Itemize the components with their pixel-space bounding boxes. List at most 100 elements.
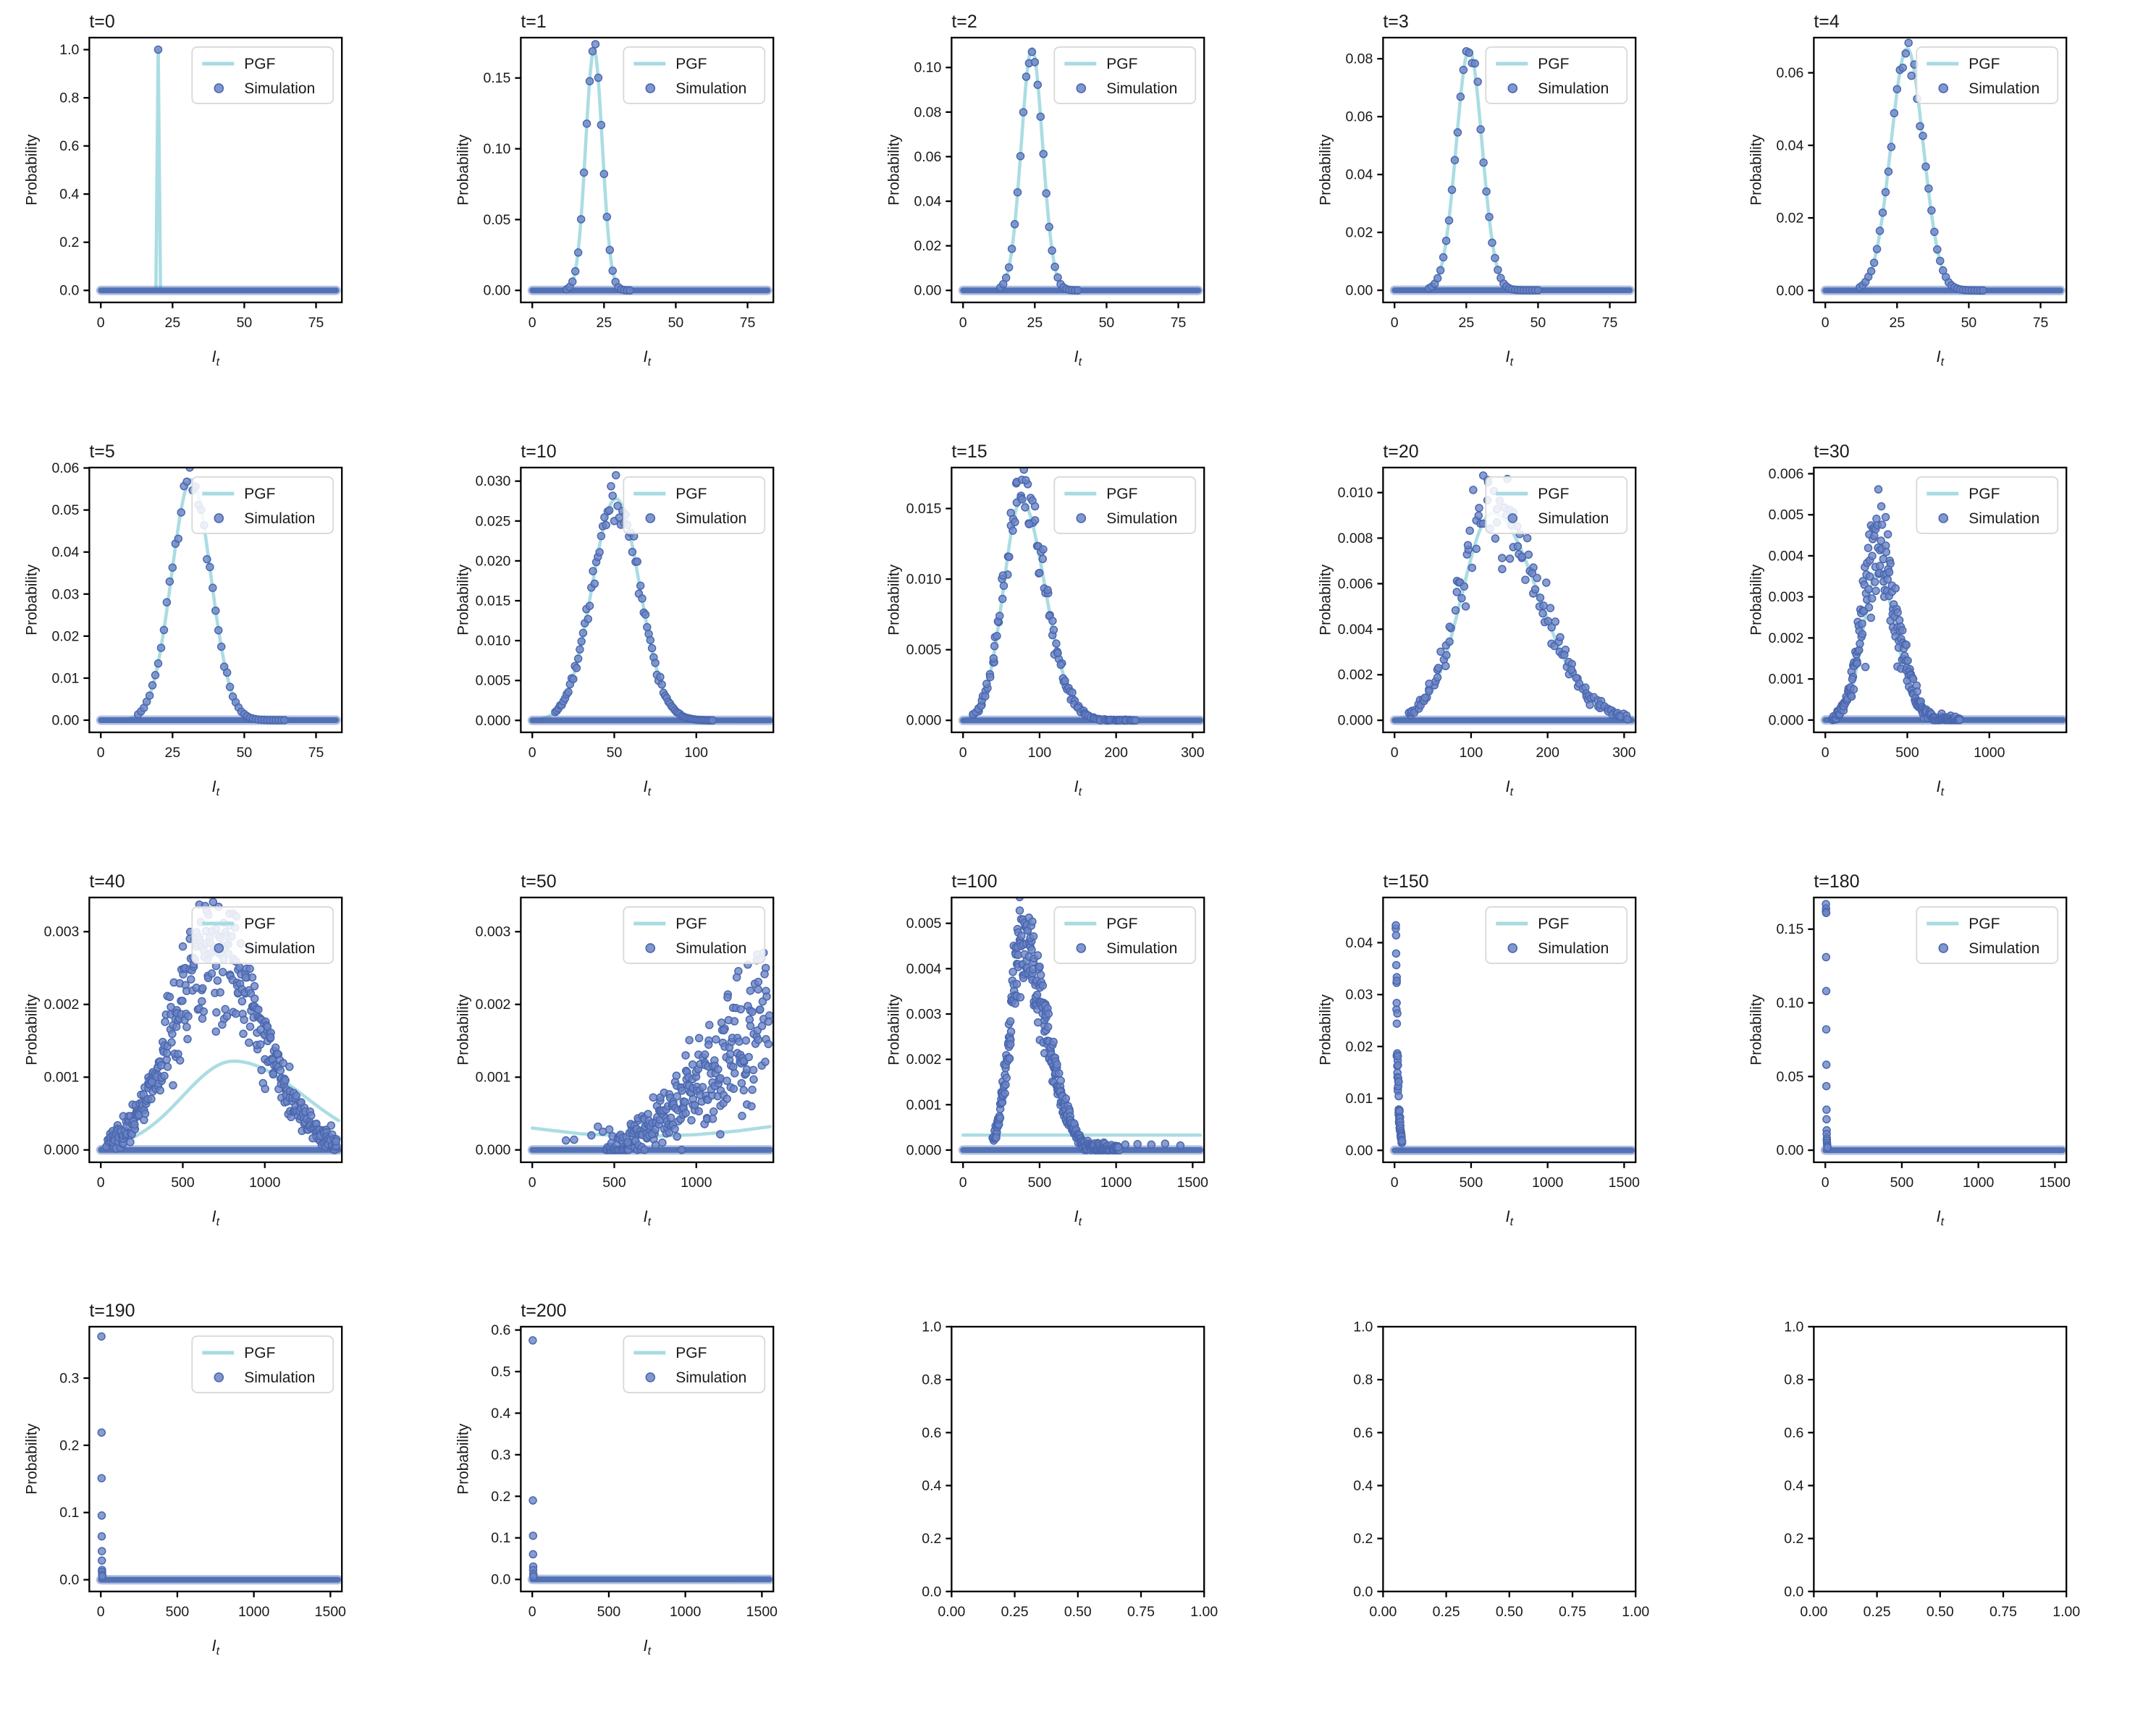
legend: PGF Simulation xyxy=(1485,905,1627,964)
axes-frame xyxy=(951,466,1205,733)
svg-text:1000: 1000 xyxy=(1963,1174,1995,1190)
y-ticks: 0.000 0.002 0.004 0.006 0.008 0.010 xyxy=(1337,485,1384,728)
legend: PGF Simulation xyxy=(191,1335,334,1394)
y-ticks: 0.00 0.02 0.04 0.06 0.08 0.10 xyxy=(914,60,952,299)
svg-text:0.75: 0.75 xyxy=(1559,1604,1586,1620)
plot-title: t=2 xyxy=(952,12,977,32)
svg-text:0.4: 0.4 xyxy=(59,187,79,203)
svg-text:1.0: 1.0 xyxy=(1785,1319,1804,1335)
plot-title: t=4 xyxy=(1814,12,1840,32)
svg-text:0.04: 0.04 xyxy=(1345,167,1373,183)
svg-text:0.75: 0.75 xyxy=(1127,1604,1155,1620)
svg-text:500: 500 xyxy=(1896,745,1920,761)
y-axis-label: Probability xyxy=(1317,134,1334,205)
legend-pgf-label: PGF xyxy=(675,56,707,72)
sim-points xyxy=(562,40,634,295)
svg-text:0.6: 0.6 xyxy=(1353,1425,1373,1441)
svg-text:0.0: 0.0 xyxy=(1785,1584,1804,1600)
svg-text:0.06: 0.06 xyxy=(51,460,79,476)
svg-text:0.08: 0.08 xyxy=(1345,51,1373,67)
svg-text:1000: 1000 xyxy=(1532,1174,1564,1190)
svg-text:0.5: 0.5 xyxy=(491,1364,510,1380)
svg-text:0.4: 0.4 xyxy=(922,1478,941,1494)
y-axis-label: Probability xyxy=(1748,994,1765,1065)
legend: PGF Simulation xyxy=(623,46,765,104)
y-ticks: 0.000 0.001 0.002 0.003 xyxy=(475,924,521,1158)
svg-text:0.00: 0.00 xyxy=(1345,283,1373,299)
svg-text:0.001: 0.001 xyxy=(1769,671,1804,687)
plot-data xyxy=(1821,38,2066,295)
svg-text:0.001: 0.001 xyxy=(906,1097,942,1112)
plot-data xyxy=(1389,47,1635,295)
subplot-t-15: 0 100 200 300 0.000 0.005 0.010 0.015 t=15 Probab… xyxy=(886,442,1205,798)
legend-sim-label: Simulation xyxy=(675,510,746,527)
legend-sim-marker xyxy=(1076,512,1087,523)
plot-title: t=50 xyxy=(521,871,556,891)
svg-text:0.005: 0.005 xyxy=(906,642,942,658)
y-axis-label: Probability xyxy=(1748,134,1765,205)
y-axis-label: Probability xyxy=(886,564,903,635)
subplot-empty: 0.00 0.25 0.50 0.75 1.00 0.0 0.2 0.4 0.6 0.8 1.0 xyxy=(1785,1319,2081,1620)
y-ticks: 0.000 0.001 0.002 0.003 xyxy=(44,924,90,1158)
x-ticks: 0 500 1000 xyxy=(1822,732,2005,761)
svg-text:1500: 1500 xyxy=(746,1604,778,1620)
svg-text:0.000: 0.000 xyxy=(44,1142,80,1158)
y-axis-label: Probability xyxy=(886,134,903,205)
legend-pgf-label: PGF xyxy=(1969,56,2000,72)
svg-text:0.001: 0.001 xyxy=(44,1069,80,1085)
legend: PGF Simulation xyxy=(191,46,334,104)
axes-frame xyxy=(1382,896,1637,1163)
svg-text:0.08: 0.08 xyxy=(914,104,942,120)
legend: PGF Simulation xyxy=(1485,476,1627,534)
plot-title: t=100 xyxy=(952,871,998,891)
svg-text:50: 50 xyxy=(1099,315,1115,331)
x-ticks: 0 500 1000 xyxy=(97,1162,281,1190)
svg-text:0.50: 0.50 xyxy=(1926,1604,1954,1620)
plot-data xyxy=(527,470,773,725)
svg-text:0.00: 0.00 xyxy=(914,283,942,299)
svg-text:0.0: 0.0 xyxy=(491,1572,510,1588)
svg-text:0.002: 0.002 xyxy=(44,997,80,1013)
svg-text:50: 50 xyxy=(1961,315,1977,331)
subplot-t-1: 0 25 50 75 0.00 0.05 0.10 0.15 t=1 Probability It P… xyxy=(455,12,774,368)
legend-sim-label: Simulation xyxy=(675,939,746,956)
svg-text:0.0: 0.0 xyxy=(59,1572,79,1588)
svg-text:0.025: 0.025 xyxy=(475,513,510,529)
figure-cell-t-30: 0 500 1000 0.000 0.001 0.002 0.003 0.004 0.005 0.… xyxy=(1725,429,2156,860)
plot-title: t=150 xyxy=(1383,871,1428,891)
x-ticks: 0.00 0.25 0.50 0.75 1.00 xyxy=(938,1592,1218,1620)
plot-data xyxy=(527,948,773,1154)
svg-text:75: 75 xyxy=(2033,315,2049,331)
legend-sim-marker xyxy=(645,512,655,523)
svg-text:0.002: 0.002 xyxy=(906,1052,942,1068)
legend-sim-label: Simulation xyxy=(1106,510,1177,527)
svg-text:0: 0 xyxy=(959,315,967,331)
sim-points xyxy=(528,1336,538,1581)
y-axis-label: Probability xyxy=(23,564,40,635)
plot-title: t=30 xyxy=(1814,442,1850,462)
y-ticks: 0.000 0.001 0.002 0.003 0.004 0.005 0.006 xyxy=(1769,466,1814,728)
svg-text:0: 0 xyxy=(1391,745,1399,761)
figure-cell-t-40: 0 500 1000 0.000 0.001 0.002 0.003 t=40 Probabil… xyxy=(0,859,431,1290)
legend-sim-marker xyxy=(1507,512,1517,523)
svg-text:0.15: 0.15 xyxy=(483,70,510,86)
y-ticks: 0.000 0.001 0.002 0.003 0.004 0.005 xyxy=(906,916,952,1158)
plot-data xyxy=(527,1336,773,1584)
svg-text:0.6: 0.6 xyxy=(59,138,79,154)
subplot-t-150: 0 500 1000 1500 0.00 0.01 0.02 0.03 0.04 t=150 Pro… xyxy=(1317,871,1640,1228)
svg-text:0.06: 0.06 xyxy=(914,149,942,165)
y-axis-label: Probability xyxy=(23,134,40,205)
svg-text:0.05: 0.05 xyxy=(51,502,79,518)
sim-points xyxy=(153,45,163,54)
subplot-empty: 0.00 0.25 0.50 0.75 1.00 0.0 0.2 0.4 0.6 0.8 1.0 xyxy=(922,1319,1218,1620)
x-axis-label: It xyxy=(212,1207,220,1228)
svg-text:0: 0 xyxy=(959,745,967,761)
plot-data xyxy=(96,897,342,1154)
svg-text:25: 25 xyxy=(1458,315,1474,331)
x-axis-label: It xyxy=(212,347,220,368)
svg-text:0.1: 0.1 xyxy=(491,1530,510,1546)
svg-text:0.2: 0.2 xyxy=(1785,1531,1804,1547)
svg-text:0: 0 xyxy=(528,1174,536,1190)
x-axis-label: It xyxy=(1937,347,1945,368)
svg-text:0: 0 xyxy=(1391,1174,1399,1190)
